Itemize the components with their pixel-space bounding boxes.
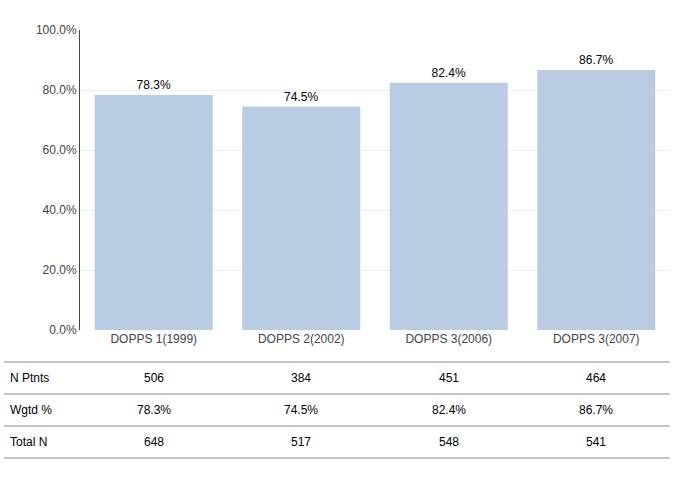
svg-text:384: 384: [291, 371, 311, 385]
svg-text:82.4%: 82.4%: [432, 66, 466, 80]
svg-text:40.0%: 40.0%: [43, 203, 77, 217]
svg-text:78.3%: 78.3%: [137, 403, 171, 417]
svg-text:20.0%: 20.0%: [43, 263, 77, 277]
svg-text:0.0%: 0.0%: [49, 323, 77, 337]
svg-text:DOPPS 3(2006): DOPPS 3(2006): [405, 332, 492, 346]
svg-text:Total N: Total N: [10, 435, 47, 449]
svg-text:Wgtd %: Wgtd %: [10, 403, 52, 417]
svg-text:78.3%: 78.3%: [137, 78, 171, 92]
svg-text:N Ptnts: N Ptnts: [10, 371, 49, 385]
svg-text:DOPPS 3(2007): DOPPS 3(2007): [553, 332, 640, 346]
svg-text:451: 451: [439, 371, 459, 385]
svg-text:86.7%: 86.7%: [579, 403, 613, 417]
svg-text:74.5%: 74.5%: [284, 403, 318, 417]
svg-text:DOPPS 2(2002): DOPPS 2(2002): [258, 332, 345, 346]
svg-text:60.0%: 60.0%: [43, 143, 77, 157]
svg-text:648: 648: [144, 435, 164, 449]
svg-text:541: 541: [586, 435, 606, 449]
svg-text:DOPPS 1(1999): DOPPS 1(1999): [110, 332, 197, 346]
svg-text:506: 506: [144, 371, 164, 385]
svg-text:464: 464: [586, 371, 606, 385]
svg-text:517: 517: [291, 435, 311, 449]
svg-text:100.0%: 100.0%: [36, 23, 77, 37]
svg-text:548: 548: [439, 435, 459, 449]
svg-text:86.7%: 86.7%: [579, 53, 613, 67]
svg-text:74.5%: 74.5%: [284, 90, 318, 104]
svg-text:80.0%: 80.0%: [43, 83, 77, 97]
svg-text:82.4%: 82.4%: [432, 403, 466, 417]
